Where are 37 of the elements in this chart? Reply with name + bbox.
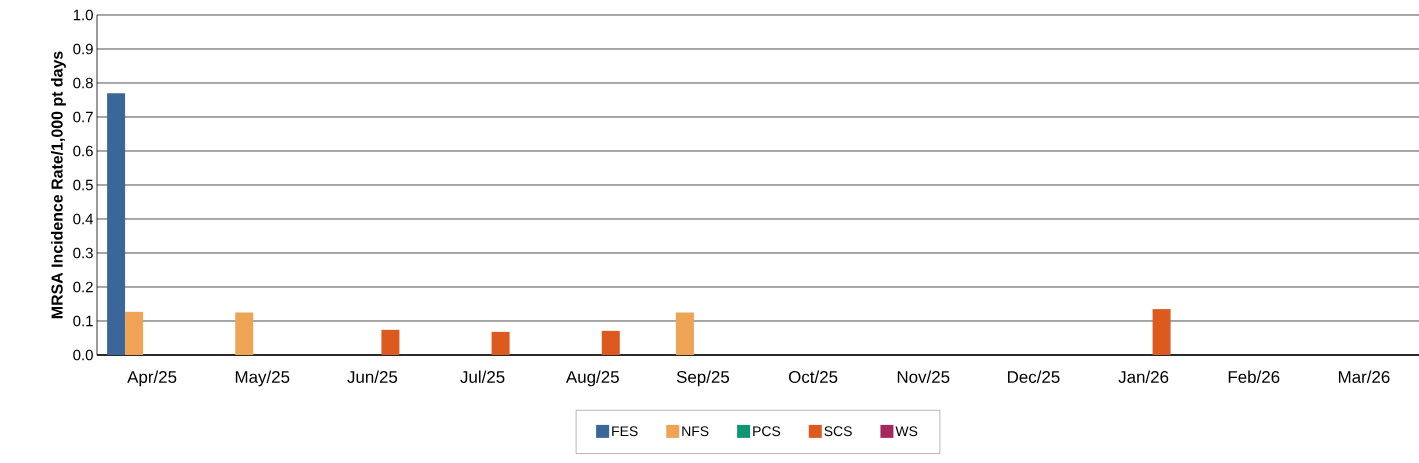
x-tick-label: Nov/25 (897, 370, 950, 383)
legend-label: PCS (753, 426, 781, 437)
legend-label: SCS (824, 426, 852, 437)
y-tick-label: 0.3 (73, 247, 93, 259)
x-tick-label: Jul/25 (460, 370, 505, 383)
y-tick-label: 0.1 (73, 315, 93, 327)
bar (601, 330, 620, 355)
bar (491, 331, 510, 355)
x-tick-label: Feb/26 (1228, 370, 1280, 383)
y-tick-label: 0.9 (73, 43, 93, 55)
y-axis-title: MRSA Incidence Rate/1,000 pt days (51, 51, 66, 319)
bar (675, 312, 694, 355)
x-tick-label: Mar/26 (1338, 370, 1390, 383)
y-tick-label: 1.0 (73, 9, 93, 21)
x-tick-label: Sep/25 (676, 370, 730, 387)
y-tick-label: 0.0 (73, 349, 93, 361)
x-tick-label: Jan/26 (1118, 370, 1169, 383)
x-tick-label: Apr/25 (127, 370, 177, 387)
y-tick-label: 0.8 (73, 77, 93, 89)
x-tick-label: Dec/25 (1007, 370, 1060, 383)
x-tick-label: Oct/25 (788, 370, 838, 383)
y-tick-label: 0.5 (73, 179, 93, 191)
legend-label: NFS (682, 426, 709, 437)
x-tick-label: Jun/25 (347, 370, 398, 383)
y-tick-label: 0.4 (73, 213, 94, 225)
bar (1152, 309, 1171, 355)
legend-label: FES (612, 426, 638, 437)
y-tick-label: 0.7 (73, 111, 93, 123)
bar (125, 311, 144, 355)
y-tick-label: 0.2 (73, 281, 93, 293)
bar (107, 93, 126, 355)
bar (381, 329, 400, 355)
x-tick-label: Aug/25 (565, 370, 619, 387)
bar (235, 312, 254, 355)
y-tick-label: 0.6 (73, 145, 93, 157)
x-tick-label: May/25 (235, 370, 290, 387)
legend-label: WS (895, 426, 918, 437)
